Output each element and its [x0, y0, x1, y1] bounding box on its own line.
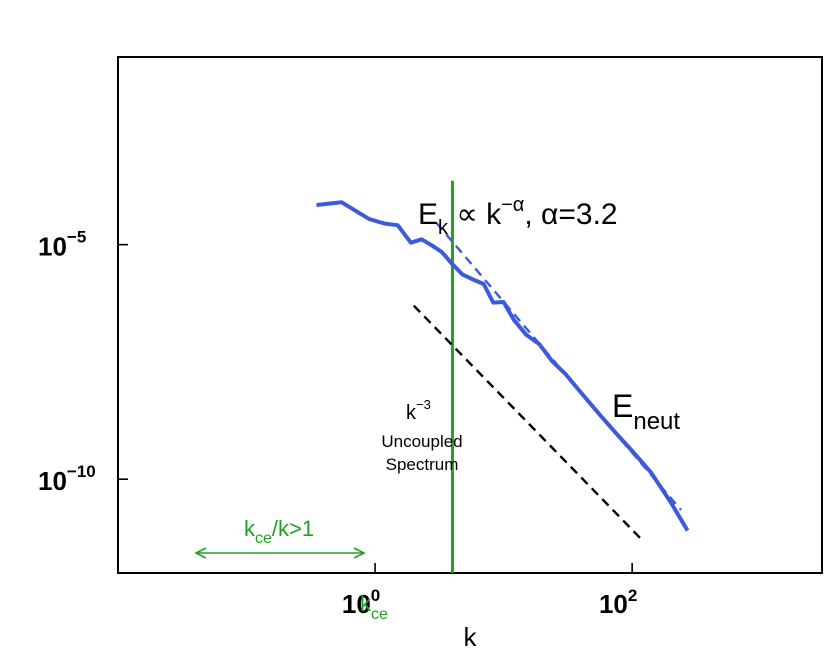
fit-line-alpha — [435, 222, 682, 511]
kce-tick-label: kce — [360, 591, 388, 623]
y-tick-label: 10−10 — [38, 462, 96, 496]
series-line-eneut — [316, 200, 690, 532]
chart-marks — [316, 180, 690, 573]
y-tick-label: 10−5 — [38, 228, 86, 262]
reference-slope-label: k−3 — [406, 397, 431, 424]
series-label-eneut: Eneut — [612, 388, 680, 435]
x-axis-label: k — [464, 622, 478, 652]
spectrum-label: Spectrum — [386, 455, 459, 474]
plot-frame — [117, 56, 823, 574]
kce-ratio-label: kce/k>1 — [244, 516, 314, 547]
x-tick-label: 102 — [599, 586, 637, 619]
reference-line-k3 — [412, 304, 644, 542]
uncoupled-label: Uncoupled — [381, 432, 462, 451]
kce-ratio-arrow — [194, 547, 366, 559]
formula-annotation: Ek ∝ k−α, α=3.2 — [418, 194, 618, 239]
